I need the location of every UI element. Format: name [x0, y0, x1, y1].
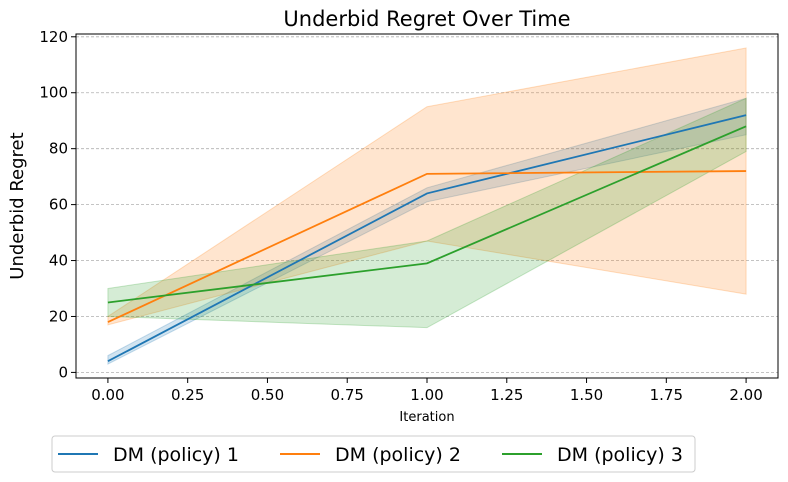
y-tick-label: 0: [58, 363, 68, 381]
x-axis-label: Iteration: [399, 410, 454, 425]
y-tick-label: 100: [39, 84, 68, 102]
legend-frame: [51, 435, 696, 473]
confidence-band-2: [107, 47, 747, 326]
legend-label-2: DM (policy) 2: [335, 444, 461, 466]
y-tick-label: 40: [49, 252, 68, 270]
y-axis-label: Underbid Regret: [7, 132, 28, 279]
y-tick-label: 80: [49, 140, 68, 158]
confidence-band-1: [107, 97, 747, 365]
x-tick-label: 1.50: [570, 386, 603, 404]
x-tick-label: 0.00: [91, 386, 124, 404]
legend-label-1: DM (policy) 1: [113, 444, 239, 466]
confidence-band-3: [107, 97, 747, 329]
chart-title: Underbid Regret Over Time: [283, 7, 570, 31]
x-tick-label: 0.50: [251, 386, 284, 404]
y-tick-label: 20: [49, 307, 68, 325]
x-axis: 0.00 0.25 0.50 0.75 1.00 1.25 1.50 1.75 2.00: [91, 378, 763, 404]
legend: DM (policy) 1 DM (policy) 2 DM (policy) 3: [51, 435, 696, 473]
legend-label-3: DM (policy) 3: [557, 444, 683, 466]
y-tick-label: 60: [49, 196, 68, 214]
x-tick-label: 1.00: [410, 386, 443, 404]
x-tick-label: 1.25: [490, 386, 523, 404]
y-axis: 0 20 40 60 80 100 120: [39, 28, 76, 381]
series-lines: [107, 114, 747, 363]
series-line-3: [107, 125, 747, 304]
x-tick-label: 1.75: [650, 386, 683, 404]
x-tick-label: 2.00: [729, 386, 762, 404]
y-tick-label: 120: [39, 28, 68, 46]
x-tick-label: 0.25: [171, 386, 204, 404]
confidence-bands: [107, 47, 747, 365]
series-line-1: [107, 114, 747, 363]
x-tick-label: 0.75: [331, 386, 364, 404]
